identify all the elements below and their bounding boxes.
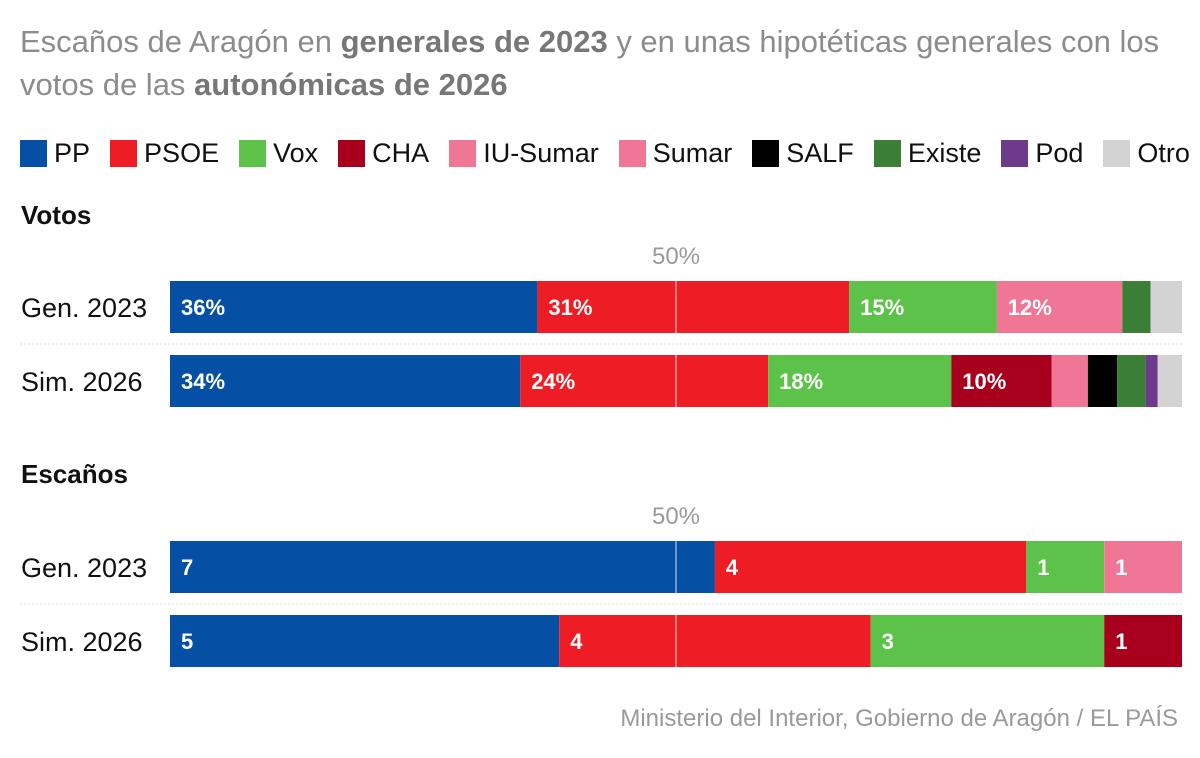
legend-swatch	[20, 140, 47, 167]
title-part-2: y en unas hipotéticas generales con los …	[20, 24, 1160, 102]
title-part-1: Escaños de Aragón en	[20, 24, 341, 59]
bar-segment-cha	[951, 355, 1052, 407]
legend-item-pp: PP	[20, 138, 90, 169]
legend-item-sumar: Sumar	[618, 138, 733, 169]
bar-segment-pp	[170, 541, 715, 593]
legend-label: PP	[54, 138, 91, 168]
row-label: Sim. 2026	[21, 627, 143, 657]
bar-segment-otro	[1157, 355, 1182, 407]
legend-label: Sumar	[652, 138, 733, 168]
legend-swatch	[1001, 140, 1029, 167]
legend-swatch	[752, 140, 780, 167]
bar-segment-otro	[1150, 281, 1182, 333]
legend-swatch	[449, 140, 477, 167]
data-label: 36%	[181, 295, 225, 320]
data-label: 1	[1037, 555, 1049, 580]
bar-segment-salf	[1087, 355, 1118, 407]
data-label: 4	[726, 555, 739, 580]
data-label: 5	[181, 629, 193, 654]
bar-segment-pod	[1145, 355, 1158, 407]
legend-swatch	[338, 140, 366, 167]
row-label: Sim. 2026	[21, 367, 143, 397]
bar-segment-pp	[170, 355, 521, 407]
data-label: 1	[1115, 629, 1127, 654]
bar-segment-psoe	[520, 355, 769, 407]
legend-label: IU-Sumar	[483, 138, 599, 168]
legend-label: CHA	[372, 138, 430, 168]
data-label: 24%	[531, 369, 575, 394]
row-label: Gen. 2023	[21, 553, 147, 583]
legend-item-otro: Otro	[1103, 138, 1190, 169]
reference-label: 50%	[652, 503, 700, 530]
data-label: 1	[1115, 555, 1127, 580]
legend-item-cha: CHA	[338, 138, 429, 169]
legend-swatch	[873, 140, 901, 167]
bar-segment-psoe	[559, 615, 871, 667]
legend-item-vox: Vox	[239, 138, 318, 169]
legend-label: SALF	[786, 138, 854, 168]
legend-item-psoe: PSOE	[110, 138, 219, 169]
title-bold-1: generales de 2023	[340, 24, 608, 59]
bar-segment-pp	[170, 281, 538, 333]
section-title-escanos: Escaños	[21, 459, 128, 489]
bar-segment-vox	[768, 355, 952, 407]
legend-item-existe: Existe	[873, 138, 982, 169]
bar-segment-vox	[1026, 541, 1105, 593]
chart-title: Escaños de Aragón en generales de 2023 y…	[20, 20, 1180, 106]
source-note: Ministerio del Interior, Gobierno de Ara…	[620, 705, 1178, 732]
data-label: 12%	[1008, 295, 1052, 320]
data-label: 31%	[548, 295, 592, 320]
chart-legend: PP PSOE Vox CHA IU-Sumar Sumar SALF Existe Pod Ot…	[20, 138, 1190, 169]
data-label: 10%	[962, 369, 1006, 394]
bar-segment-iu-sumar	[996, 281, 1123, 333]
data-label: 3	[882, 629, 894, 654]
data-label: 18%	[779, 369, 823, 394]
legend-label: Vox	[273, 138, 319, 168]
row-label: Gen. 2023	[21, 293, 147, 323]
bar-segment-sumar	[1051, 355, 1088, 407]
legend-label: Existe	[907, 138, 982, 168]
bar-segment-vox	[870, 615, 1105, 667]
legend-item-pod: Pod	[1001, 138, 1083, 169]
legend-label: Pod	[1035, 138, 1084, 168]
data-label: 34%	[181, 369, 225, 394]
legend-item-salf: SALF	[752, 138, 854, 169]
bar-segment-existe	[1122, 281, 1151, 333]
data-label: 7	[181, 555, 193, 580]
legend-swatch	[239, 140, 267, 167]
bar-segment-psoe	[714, 541, 1027, 593]
legend-swatch	[1103, 140, 1131, 167]
legend-label: PSOE	[144, 138, 220, 168]
title-bold-2: autonómicas de 2026	[194, 67, 508, 102]
legend-swatch	[110, 140, 138, 167]
legend-item-iu-sumar: IU-Sumar	[449, 138, 599, 169]
legend-label: Otro	[1137, 138, 1190, 168]
section-title-votos: Votos	[21, 200, 92, 230]
bar-segment-pp	[170, 615, 560, 667]
bar-segment-iu-sumar	[1104, 541, 1182, 593]
bar-segment-vox	[849, 281, 997, 333]
bar-segment-cha	[1104, 615, 1182, 667]
data-label: 15%	[860, 295, 904, 320]
data-label: 4	[570, 629, 583, 654]
bar-segment-existe	[1117, 355, 1146, 407]
reference-label: 50%	[652, 243, 700, 270]
bar-segment-psoe	[537, 281, 850, 333]
legend-swatch	[618, 140, 646, 167]
